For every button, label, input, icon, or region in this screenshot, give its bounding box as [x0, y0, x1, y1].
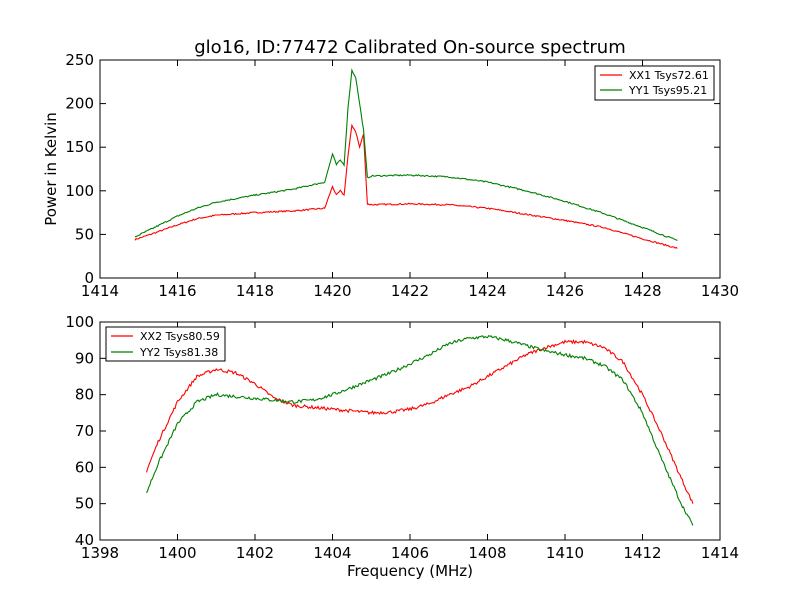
top-series-lines: [134, 68, 678, 249]
bottom-y-tick-label: 100: [65, 313, 94, 331]
top-legend-label-yy1: YY1 Tsys95.21: [628, 84, 707, 97]
top-y-tick-label: 150: [65, 138, 94, 156]
bottom-legend-box: [105, 326, 226, 362]
top-legend-label-xx1: XX1 Tsys72.61: [629, 69, 709, 82]
bottom-y-tick-label: 60: [75, 458, 94, 476]
top-y-tick-label: 200: [65, 95, 94, 113]
top-y-tick-label: 250: [65, 51, 94, 69]
bottom-x-tick-label: 1398: [81, 544, 119, 562]
top-legend: XX1 Tsys72.61 YY1 Tsys95.21: [594, 65, 715, 101]
top-x-tick-label: 1426: [546, 282, 584, 300]
bottom-series-lines: [145, 334, 694, 526]
top-x-tick-label: 1416: [158, 282, 196, 300]
top-series-line-green: [134, 68, 678, 241]
bottom-x-tick-label: 1404: [313, 544, 351, 562]
bottom-y-tick-label: 90: [75, 349, 94, 367]
bottom-y-tick-label: 80: [75, 386, 94, 404]
top-x-tick-label: 1420: [313, 282, 351, 300]
bottom-legend: XX2 Tsys80.59 YY2 Tsys81.38: [105, 326, 226, 362]
top-y-tick-label: 0: [84, 269, 94, 287]
bottom-y-tick-label: 50: [75, 495, 94, 513]
bottom-x-tick-label: 1408: [468, 544, 506, 562]
bottom-axis-ticks: 1398 1400 1402 1404 1406 1408 1410 1412 1414 40 50…: [65, 313, 739, 562]
top-x-tick-label: 1428: [623, 282, 661, 300]
top-y-axis-label: Power in Kelvin: [42, 112, 60, 226]
bottom-x-tick-label: 1414: [701, 544, 739, 562]
bottom-y-tick-label: 40: [75, 531, 94, 549]
bottom-subplot: 1398 1400 1402 1404 1406 1408 1410 1412 1414 40 50…: [65, 313, 739, 580]
bottom-x-tick-label: 1412: [623, 544, 661, 562]
bottom-legend-label-xx2: XX2 Tsys80.59: [140, 330, 220, 343]
top-x-tick-label: 1422: [391, 282, 429, 300]
bottom-series-line-red: [145, 339, 694, 504]
top-y-tick-label: 100: [65, 182, 94, 200]
bottom-series-line-green: [146, 334, 694, 526]
top-x-tick-label: 1418: [236, 282, 274, 300]
top-subplot: 1414 1416 1418 1420 1422 1424 1426 1428 1430 0 50 1…: [42, 51, 739, 300]
top-x-tick-label: 1430: [701, 282, 739, 300]
bottom-x-tick-label: 1406: [391, 544, 429, 562]
top-x-tick-label: 1414: [81, 282, 119, 300]
top-x-tick-label: 1424: [468, 282, 506, 300]
bottom-y-tick-label: 70: [75, 422, 94, 440]
bottom-legend-label-yy2: YY2 Tsys81.38: [139, 346, 218, 359]
top-series-line-red: [134, 123, 678, 249]
bottom-x-tick-label: 1400: [158, 544, 196, 562]
bottom-x-tick-label: 1402: [236, 544, 274, 562]
bottom-x-tick-label: 1410: [546, 544, 584, 562]
top-axis-ticks: 1414 1416 1418 1420 1422 1424 1426 1428 1430 0 50 1…: [65, 51, 739, 300]
top-legend-box: [594, 65, 715, 101]
chart-title: glo16, ID:77472 Calibrated On-source spe…: [194, 37, 625, 58]
top-y-tick-label: 50: [75, 225, 94, 243]
bottom-x-axis-label: Frequency (MHz): [347, 562, 473, 580]
